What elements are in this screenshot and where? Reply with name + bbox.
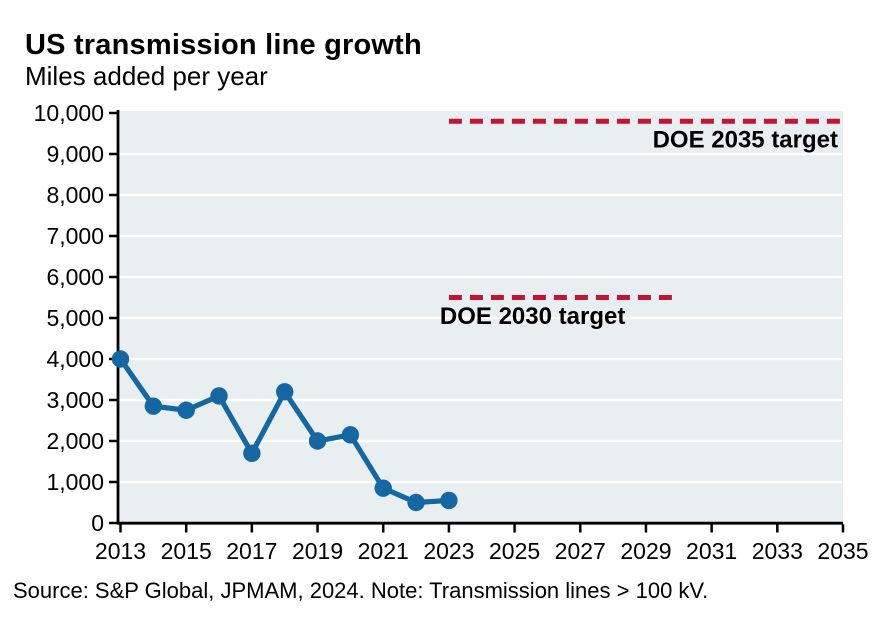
- data-point: [210, 387, 228, 405]
- data-point: [374, 479, 392, 497]
- data-point: [276, 383, 294, 401]
- data-point: [440, 491, 458, 510]
- x-tick-label: 2027: [555, 538, 606, 564]
- x-tick-label: 2013: [95, 538, 146, 564]
- y-tick-label: 4,000: [46, 346, 104, 372]
- x-tick-label: 2035: [817, 538, 868, 564]
- source-note: Source: S&P Global, JPMAM, 2024. Note: T…: [13, 578, 709, 603]
- x-tick-label: 2021: [358, 538, 409, 564]
- data-point: [243, 444, 261, 462]
- data-point: [111, 350, 130, 368]
- x-tick-label: 2029: [620, 538, 671, 564]
- y-tick-label: 0: [91, 510, 104, 536]
- x-tick-label: 2025: [489, 538, 540, 564]
- x-tick-label: 2017: [226, 538, 277, 564]
- data-point: [308, 432, 327, 450]
- y-tick-label: 5,000: [46, 305, 104, 331]
- x-tick-label: 2033: [752, 538, 803, 564]
- chart-title: US transmission line growth: [25, 29, 422, 61]
- target-label: DOE 2035 target: [653, 127, 838, 154]
- y-tick-label: 7,000: [46, 223, 104, 249]
- x-tick-label: 2031: [686, 538, 737, 564]
- data-point: [144, 397, 163, 415]
- y-tick-label: 6,000: [46, 264, 104, 290]
- data-point: [407, 493, 425, 512]
- y-tick-label: 9,000: [46, 141, 104, 167]
- y-tick-label: 2,000: [46, 428, 104, 454]
- chart-subtitle: Miles added per year: [25, 61, 268, 91]
- data-point: [177, 401, 195, 419]
- target-label: DOE 2030 target: [440, 303, 625, 330]
- y-tick-label: 1,000: [46, 469, 104, 495]
- x-tick-label: 2019: [292, 538, 343, 564]
- y-tick-label: 3,000: [46, 387, 104, 413]
- y-tick-label: 10,000: [34, 100, 104, 126]
- x-tick-label: 2015: [161, 538, 212, 564]
- data-point: [341, 426, 360, 444]
- x-tick-label: 2023: [423, 538, 474, 564]
- y-tick-label: 8,000: [46, 182, 104, 208]
